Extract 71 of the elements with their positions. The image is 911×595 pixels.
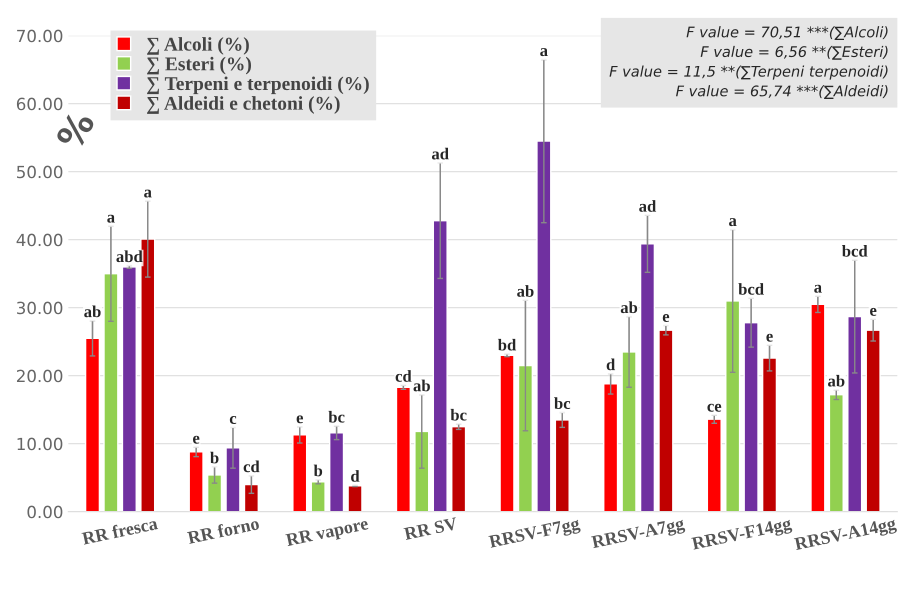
data-label: ab [620,301,638,314]
bar [518,364,534,512]
data-label: a [540,48,548,56]
bar [225,447,241,512]
x-tick-label: RRSV-A7gg [591,517,686,552]
x-tick-label: RRSV-F7gg [488,517,582,552]
x-tick-label: RR forno [186,516,260,544]
bar [554,419,570,512]
bar [762,357,778,512]
data-label: d [351,470,360,482]
y-tick-label: 0.00 [27,506,62,518]
data-label: ab [828,374,844,387]
y-tick-label: 20.00 [16,370,62,382]
bar [603,383,618,512]
y-tick-label: 40.00 [16,234,62,246]
data-label: a [144,190,152,198]
data-label: e [193,436,200,444]
data-label: bc [450,408,467,421]
data-label: bcd [738,283,764,295]
x-tick-label: RR fresca [81,516,158,545]
legend-label: ∑ Alcoli (%) [147,37,249,55]
legend-label: ∑ Aldeidi e chetoni (%) [147,96,340,114]
data-label: ad [639,200,656,212]
data-label: c [230,416,236,424]
bar [329,432,344,512]
bar [414,430,430,512]
bar [621,351,637,512]
bar [84,338,100,512]
data-label: bc [554,397,570,410]
legend-label: ∑ Terpeni e terpenoidi (%) [147,76,369,94]
bar [244,484,259,512]
data-label: abd [116,250,143,262]
y-tick-label: 70.00 [17,30,62,42]
text: F value = 70,51 ***(∑Alcoli) F value = 6,56 **(∑Esteri) F value = 11,5 **(∑Terpeni terpenoidi) F value = 65,74 ***(∑Aldeidi) [610,26,888,100]
bar [744,322,759,512]
bar [188,451,204,512]
y-tick-label: 50.00 [17,166,62,178]
x-tick-label: RRSV-A14gg [794,517,898,554]
data-label: d [606,358,616,370]
data-label: ab [517,285,534,297]
bar [206,474,222,512]
data-label: b [210,452,219,464]
y-tick-label: 60.00 [16,98,62,110]
data-label: ce [707,404,722,412]
data-label: bc [328,410,345,423]
data-label: ab [84,306,101,318]
data-label: bcd [842,244,868,257]
x-tick-label: RR vapore [285,517,370,550]
legend-label: ∑ Esteri (%) [147,56,252,74]
data-label: cd [244,460,260,472]
data-label: a [814,284,822,293]
data-label: b [314,464,322,476]
data-label: e [296,415,304,424]
data-label: ab [414,380,430,392]
bar [828,394,844,512]
bar [706,418,722,512]
y-tick-label: 10.00 [18,438,62,450]
data-label: a [729,218,737,226]
data-label: bd [498,338,516,351]
bar [658,329,674,512]
x-tick-label: RRSV-F14gg [691,517,793,554]
bar [292,434,308,512]
data-label: e [766,334,773,342]
x-tick-label: RR SV [403,517,458,540]
bar [866,329,881,512]
data-label: e [662,314,670,322]
y-tick-label: 30.00 [17,302,62,314]
data-label: ad [432,148,449,160]
data-label: a [107,214,115,223]
data-label: e [870,308,876,316]
data-label: cd [396,370,412,382]
